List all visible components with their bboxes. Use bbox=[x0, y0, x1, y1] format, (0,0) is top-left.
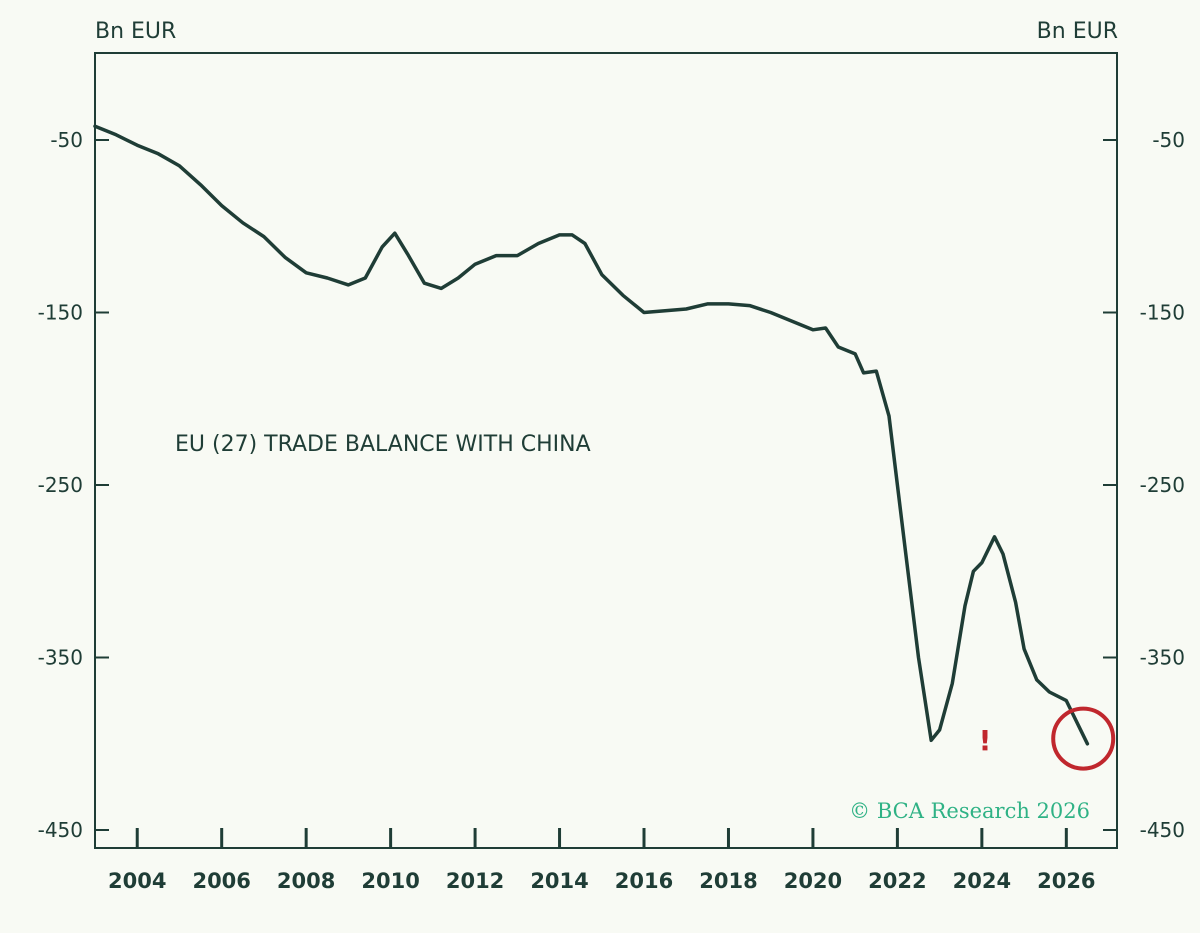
x-tick-label: 2006 bbox=[192, 869, 250, 893]
x-tick-label: 2024 bbox=[953, 869, 1011, 893]
copyright-notice: © BCA Research 2026 bbox=[849, 799, 1090, 823]
x-tick-label: 2016 bbox=[615, 869, 673, 893]
y-tick-label-right: -250 bbox=[1140, 473, 1185, 497]
highlight-circle bbox=[1051, 706, 1116, 771]
series-layer bbox=[93, 124, 1090, 746]
y-tick-label-right: -450 bbox=[1140, 818, 1185, 842]
x-axis: 2004 2006 2008 2010 2012 2014 2016 2018 2020 2022… bbox=[108, 828, 1096, 893]
y-tick-label-right: -350 bbox=[1140, 646, 1185, 670]
y-tick-label-right: -150 bbox=[1140, 301, 1185, 325]
y-tick-label-left: -250 bbox=[38, 473, 83, 497]
y-tick-label-left: -350 bbox=[38, 646, 83, 670]
y-tick-label-left: -50 bbox=[50, 128, 83, 152]
left-axis-unit: Bn EUR bbox=[95, 19, 176, 44]
plot-frame bbox=[94, 52, 1118, 849]
y-tick-label-right: -50 bbox=[1152, 128, 1185, 152]
right-axis-unit: Bn EUR bbox=[1037, 19, 1118, 44]
x-tick-label: 2018 bbox=[699, 869, 757, 893]
x-tick-label: 2012 bbox=[446, 869, 504, 893]
x-tick-label: 2008 bbox=[277, 869, 335, 893]
x-tick-label: 2020 bbox=[784, 869, 842, 893]
y-tick-label-left: -150 bbox=[38, 301, 83, 325]
x-tick-label: 2026 bbox=[1037, 869, 1095, 893]
x-tick-label: 2004 bbox=[108, 869, 166, 893]
annotation-layer bbox=[1051, 706, 1116, 771]
alert-annotation: ! bbox=[979, 724, 992, 757]
y-tick-label-left: -450 bbox=[38, 818, 83, 842]
y-axis: -50 -50 -150 -150 -250 -250 -350 -350 -450 -450 bbox=[38, 128, 1185, 842]
x-tick-label: 2010 bbox=[361, 869, 419, 893]
chart-title: EU (27) TRADE BALANCE WITH CHINA bbox=[175, 432, 591, 457]
series-line bbox=[93, 124, 1090, 746]
x-tick-label: 2014 bbox=[530, 869, 588, 893]
x-tick-label: 2022 bbox=[868, 869, 926, 893]
